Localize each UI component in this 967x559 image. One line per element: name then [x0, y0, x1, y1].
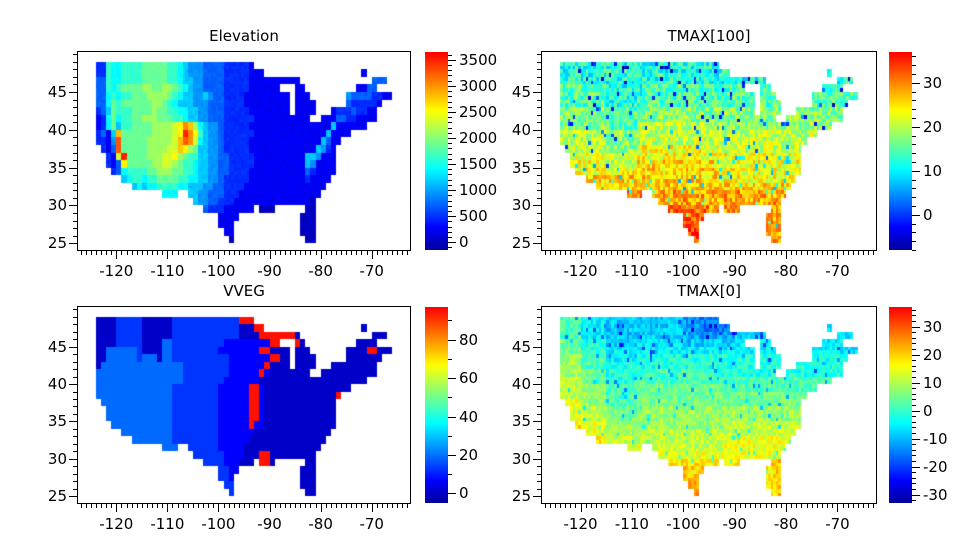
colorbar-tick-label: 20	[923, 345, 943, 364]
y-tick-label: 35	[47, 158, 67, 177]
colorbar-tick-label: 1500	[459, 155, 498, 174]
x-tick-label: -120	[563, 515, 598, 533]
y-tick-label: 30	[47, 449, 67, 468]
x-tick-label: -70	[359, 515, 384, 533]
colorbar-tick-label: 20	[459, 445, 479, 464]
x-tick-label: -80	[773, 515, 799, 533]
x-tick-label: -110	[614, 515, 649, 533]
x-tick-label: -70	[359, 262, 384, 280]
y-tick-label: 25	[511, 487, 531, 506]
colorbar-tick-label: 500	[459, 207, 488, 226]
colorbar-tick-label: 0	[923, 205, 933, 224]
x-tick-label: -110	[150, 262, 185, 280]
x-tick-label: -110	[614, 262, 649, 280]
x-tick-label: -110	[150, 515, 185, 533]
colorbar-tick-label: 0	[459, 233, 469, 252]
colorbar-tick-label: 10	[923, 161, 943, 180]
elevation-heatmap-canvas	[77, 51, 411, 251]
y-tick-label: 40	[47, 375, 67, 394]
x-tick-label: -100	[201, 262, 236, 280]
x-tick-label: -90	[257, 262, 282, 280]
tmax100-colorbar	[889, 52, 912, 250]
y-tick-label: 25	[47, 234, 67, 253]
panel-title-elevation: Elevation	[209, 27, 279, 45]
x-tick-label: -90	[722, 515, 747, 533]
y-tick-label: 35	[511, 412, 531, 431]
x-tick-label: -120	[99, 515, 134, 533]
x-tick-label: -90	[722, 262, 747, 280]
y-tick-label: 30	[511, 449, 531, 468]
colorbar-tick-label: 3500	[459, 50, 498, 69]
elevation-colorbar	[425, 52, 448, 250]
y-tick-label: 40	[511, 375, 531, 394]
colorbar-tick-label: 60	[459, 369, 479, 388]
colorbar-tick-label: 2000	[459, 128, 498, 147]
y-tick-label: 40	[47, 120, 67, 139]
colorbar-tick-label: 0	[923, 401, 933, 420]
x-tick-label: -90	[257, 515, 282, 533]
colorbar-tick-label: 0	[459, 484, 469, 503]
x-tick-label: -120	[563, 262, 598, 280]
y-tick-label: 45	[47, 83, 67, 102]
y-tick-label: 35	[47, 412, 67, 431]
colorbar-tick-label: -10	[923, 429, 948, 448]
y-tick-label: 45	[511, 83, 531, 102]
tmax100-heatmap-canvas	[541, 51, 877, 251]
y-tick-label: 25	[511, 234, 531, 253]
colorbar-tick-label: 20	[923, 117, 943, 136]
colorbar-tick-label: 1000	[459, 181, 498, 200]
colorbar-tick-label: -20	[923, 457, 948, 476]
y-tick-label: 40	[511, 120, 531, 139]
x-tick-label: -80	[308, 515, 333, 533]
x-tick-label: -70	[825, 515, 850, 533]
tmax0-heatmap-canvas	[541, 306, 877, 504]
x-tick-label: -70	[825, 262, 850, 280]
colorbar-tick-label: -30	[923, 485, 948, 504]
x-tick-label: -100	[666, 515, 701, 533]
vveg-heatmap-canvas	[77, 306, 411, 504]
tmax0-colorbar	[889, 307, 912, 503]
x-tick-label: -120	[99, 262, 134, 280]
y-tick-label: 30	[511, 196, 531, 215]
x-tick-label: -80	[308, 262, 333, 280]
x-tick-label: -100	[666, 262, 701, 280]
colorbar-tick-label: 80	[459, 330, 479, 349]
y-tick-label: 35	[511, 158, 531, 177]
y-tick-label: 25	[47, 487, 67, 506]
colorbar-tick-label: 40	[459, 407, 479, 426]
y-tick-label: 45	[47, 337, 67, 356]
y-tick-label: 45	[511, 337, 531, 356]
x-tick-label: -80	[773, 262, 799, 280]
colorbar-tick-label: 2500	[459, 102, 498, 121]
y-tick-label: 30	[47, 196, 67, 215]
x-tick-label: -100	[201, 515, 236, 533]
panel-title-tmax100: TMAX[100]	[667, 27, 751, 45]
vveg-colorbar	[425, 307, 448, 503]
colorbar-tick-label: 30	[923, 73, 943, 92]
colorbar-tick-label: 3000	[459, 76, 498, 95]
panel-title-tmax0: TMAX[0]	[677, 282, 741, 300]
panel-title-vveg: VVEG	[223, 282, 265, 300]
colorbar-tick-label: 30	[923, 317, 943, 336]
colorbar-tick-label: 10	[923, 373, 943, 392]
